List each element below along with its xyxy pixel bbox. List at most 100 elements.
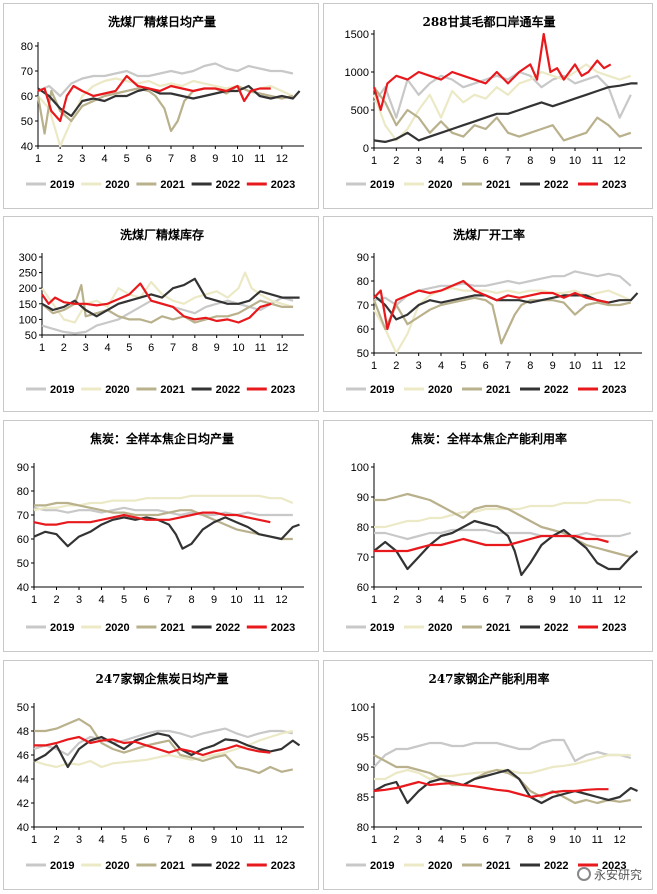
x-tick-label: 7 bbox=[170, 342, 176, 354]
x-tick-label: 1 bbox=[371, 834, 377, 846]
y-tick-label: 80 bbox=[357, 276, 369, 288]
legend-label-2023: 2023 bbox=[271, 179, 295, 191]
y-tick-label: 50 bbox=[25, 330, 37, 342]
y-tick-label: 70 bbox=[21, 66, 33, 78]
y-tick-label: 500 bbox=[351, 105, 369, 117]
x-tick-label: 11 bbox=[254, 153, 265, 165]
legend-label-2020: 2020 bbox=[428, 860, 452, 872]
legend-label-2020: 2020 bbox=[105, 860, 129, 872]
y-tick-label: 1500 bbox=[345, 29, 369, 41]
x-tick-label: 9 bbox=[550, 834, 556, 846]
series-line-2022 bbox=[373, 82, 638, 143]
x-tick-label: 3 bbox=[76, 594, 82, 606]
legend-label-2021: 2021 bbox=[486, 384, 510, 396]
y-tick-label: 0 bbox=[363, 143, 369, 155]
x-tick-label: 1 bbox=[35, 153, 41, 165]
x-tick-label: 4 bbox=[438, 834, 444, 846]
legend-label-2019: 2019 bbox=[370, 384, 394, 396]
y-tick-label: 1000 bbox=[345, 67, 369, 79]
x-tick-label: 5 bbox=[460, 155, 466, 167]
legend-label-2020: 2020 bbox=[428, 384, 452, 396]
x-tick-label: 3 bbox=[416, 834, 422, 846]
x-tick-label: 8 bbox=[188, 594, 194, 606]
legend-label-2023: 2023 bbox=[602, 860, 626, 872]
chart-panel-1: 288甘其毛都口岸通车量 0 500 1000 1500 1 2 3 4 5 6 7 8 9 10 11 12 2… bbox=[323, 3, 653, 209]
y-tick-label: 80 bbox=[357, 522, 369, 534]
y-tick-label: 60 bbox=[17, 534, 29, 546]
series-line-2019 bbox=[373, 738, 632, 768]
series-line-2022 bbox=[33, 732, 301, 769]
x-tick-label: 5 bbox=[121, 834, 127, 846]
y-tick-label: 50 bbox=[17, 702, 29, 714]
legend-label-2022: 2022 bbox=[544, 860, 568, 872]
legend-label-2020: 2020 bbox=[105, 622, 129, 634]
x-tick-label: 2 bbox=[57, 153, 63, 165]
chart-panel-4: 焦炭：全样本焦企日均产量 40 50 60 70 80 90 1 2 3 4 5 6 7 8 9 10 11 12 2… bbox=[3, 420, 319, 652]
x-tick-label: 4 bbox=[101, 153, 107, 165]
legend-label-2023: 2023 bbox=[271, 384, 295, 396]
x-tick-label: 10 bbox=[569, 360, 581, 372]
x-tick-label: 6 bbox=[143, 594, 149, 606]
legend-label-2019: 2019 bbox=[50, 384, 74, 396]
x-tick-label: 1 bbox=[31, 834, 37, 846]
y-tick-label: 90 bbox=[357, 252, 369, 264]
chart-panel-2: 洗煤厂精煤库存 50 100 150 200 250 300 1 2 3 4 5 6 7 8 9 10 11 12 2… bbox=[3, 216, 319, 412]
x-tick-label: 9 bbox=[550, 594, 556, 606]
x-tick-label: 9 bbox=[550, 155, 556, 167]
x-tick-label: 11 bbox=[592, 834, 603, 846]
legend-label-2019: 2019 bbox=[50, 860, 74, 872]
y-tick-label: 46 bbox=[17, 750, 29, 762]
x-tick-label: 2 bbox=[393, 834, 399, 846]
series-line-2019 bbox=[374, 528, 632, 541]
x-tick-label: 2 bbox=[393, 594, 399, 606]
x-tick-label: 8 bbox=[192, 342, 198, 354]
series-line-2023 bbox=[373, 279, 609, 331]
x-tick-label: 4 bbox=[438, 360, 444, 372]
chart-title: 洗煤厂精煤库存 bbox=[120, 227, 204, 242]
legend-label-2021: 2021 bbox=[160, 622, 184, 634]
y-tick-label: 70 bbox=[17, 510, 29, 522]
series-line-2019 bbox=[37, 62, 294, 98]
legend-label-2020: 2020 bbox=[428, 622, 452, 634]
watermark-text: 永安研究 bbox=[593, 868, 642, 882]
x-tick-label: 9 bbox=[550, 360, 556, 372]
x-tick-label: 3 bbox=[83, 342, 89, 354]
x-tick-label: 4 bbox=[438, 155, 444, 167]
series-line-2021 bbox=[374, 492, 632, 559]
x-tick-label: 2 bbox=[61, 342, 67, 354]
series-line-2022 bbox=[37, 84, 301, 118]
y-tick-label: 90 bbox=[17, 462, 29, 474]
x-tick-label: 10 bbox=[232, 342, 244, 354]
x-tick-label: 3 bbox=[76, 834, 82, 846]
legend-label-2019: 2019 bbox=[50, 622, 74, 634]
chart-panel-7: 247家钢企产能利用率 80 85 90 95 100 1 2 3 4 5 6 7 8 9 10 11 12 201… bbox=[323, 660, 653, 890]
series-line-2022 bbox=[41, 277, 300, 318]
x-tick-label: 11 bbox=[592, 594, 603, 606]
x-tick-label: 7 bbox=[166, 594, 172, 606]
x-tick-label: 7 bbox=[505, 360, 511, 372]
y-tick-label: 150 bbox=[19, 299, 37, 311]
legend-label-2023: 2023 bbox=[271, 860, 295, 872]
x-tick-label: 9 bbox=[211, 594, 217, 606]
chart-title: 247家钢企焦炭日均产量 bbox=[95, 671, 228, 686]
legend-label-2023: 2023 bbox=[602, 622, 626, 634]
chart-title: 焦炭：全样本焦企日均产量 bbox=[89, 431, 234, 446]
y-tick-label: 200 bbox=[19, 283, 37, 295]
legend-label-2023: 2023 bbox=[271, 622, 295, 634]
x-tick-label: 3 bbox=[416, 594, 422, 606]
series-line-2021 bbox=[34, 717, 294, 775]
legend-label-2023: 2023 bbox=[602, 179, 626, 191]
series-line-2021 bbox=[36, 84, 294, 135]
series-line-2020 bbox=[374, 753, 631, 781]
y-tick-label: 40 bbox=[17, 822, 29, 834]
x-tick-label: 12 bbox=[275, 594, 287, 606]
x-tick-label: 2 bbox=[393, 155, 399, 167]
y-tick-label: 90 bbox=[357, 762, 369, 774]
x-tick-label: 5 bbox=[126, 342, 132, 354]
x-tick-label: 11 bbox=[253, 834, 264, 846]
series-line-2023 bbox=[37, 74, 271, 123]
